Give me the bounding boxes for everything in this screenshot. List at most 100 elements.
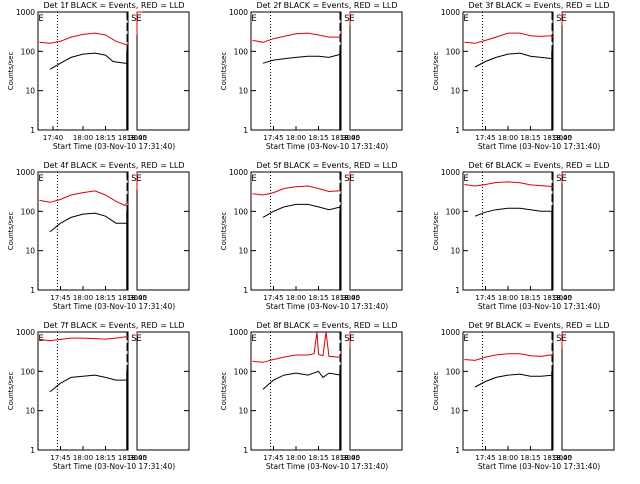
x-tick-label: 18:30 bbox=[543, 294, 563, 302]
plot-frame-left bbox=[250, 331, 342, 451]
x-tick-label: 17:45 bbox=[50, 454, 70, 462]
panel-title: Det 2f BLACK = Events, RED = LLD bbox=[256, 1, 397, 10]
marker-label: E bbox=[251, 334, 256, 344]
x-axis-label: Start Time (03-Nov-10 17:31:40) bbox=[266, 302, 388, 311]
lld-series-line bbox=[252, 331, 341, 363]
y-tick-label: 1 bbox=[243, 286, 248, 295]
x-tick-label: 18:00 bbox=[498, 134, 518, 142]
y-tick-label: 10 bbox=[25, 87, 35, 96]
marker-label: E bbox=[561, 174, 566, 184]
marker-label: E bbox=[463, 334, 468, 344]
y-tick-label: 10 bbox=[238, 407, 248, 416]
x-axis-label: Start Time (03-Nov-10 17:31:40) bbox=[53, 142, 175, 151]
marker-label: E bbox=[349, 174, 354, 184]
y-tick-label: 1000 bbox=[229, 328, 248, 337]
marker-label: E bbox=[349, 14, 354, 24]
y-axis-label: Counts/sec bbox=[7, 212, 15, 251]
marker-label: E bbox=[251, 174, 256, 184]
marker-label: E bbox=[463, 174, 468, 184]
events-series-line bbox=[474, 373, 554, 388]
y-tick-label: 100 bbox=[446, 207, 461, 216]
y-tick-label: 1 bbox=[30, 126, 35, 135]
marker-label: S bbox=[131, 334, 136, 344]
x-tick-label: 17:45 bbox=[263, 454, 283, 462]
x-tick-label: 18:15 bbox=[95, 134, 115, 142]
x-tick-label: 18:30 bbox=[118, 454, 138, 462]
x-tick-label: 17:45 bbox=[263, 134, 283, 142]
marker-label: E bbox=[136, 14, 141, 24]
marker-label: S bbox=[131, 14, 136, 24]
y-tick-label: 1 bbox=[30, 286, 35, 295]
lld-series-line bbox=[39, 32, 128, 45]
y-tick-label: 100 bbox=[446, 47, 461, 56]
lld-series-line bbox=[464, 32, 554, 44]
y-tick-label: 1000 bbox=[441, 168, 460, 177]
y-axis-label: Counts/sec bbox=[220, 212, 228, 251]
marker-label: S bbox=[556, 14, 561, 24]
x-tick-label: 18:30 bbox=[543, 134, 563, 142]
x-tick-label: 18:15 bbox=[520, 454, 540, 462]
y-tick-label: 10 bbox=[450, 407, 460, 416]
marker-label: S bbox=[556, 334, 561, 344]
plot-frame-right bbox=[561, 11, 615, 131]
x-tick-label: 17:45 bbox=[475, 134, 495, 142]
plot-frame-right bbox=[561, 331, 615, 451]
x-tick-label: 18:00 bbox=[73, 294, 93, 302]
panel-title: Det 5f BLACK = Events, RED = LLD bbox=[256, 161, 397, 170]
y-tick-label: 10 bbox=[25, 407, 35, 416]
x-tick-label: 19:00 bbox=[340, 454, 360, 462]
plot-frame-left bbox=[462, 331, 554, 451]
y-tick-label: 1000 bbox=[16, 168, 35, 177]
x-tick-label: 19:00 bbox=[340, 134, 360, 142]
marker-label: E bbox=[38, 174, 43, 184]
x-tick-label: 18:15 bbox=[95, 454, 115, 462]
events-series-line bbox=[262, 53, 342, 64]
marker-label: E bbox=[561, 14, 566, 24]
x-tick-label: 18:15 bbox=[308, 454, 328, 462]
x-tick-label: 18:15 bbox=[95, 294, 115, 302]
x-tick-label: 18:45 bbox=[340, 294, 360, 302]
events-series-line bbox=[262, 370, 342, 390]
x-tick-label: 18:45 bbox=[552, 454, 572, 462]
events-series-line bbox=[49, 212, 128, 233]
x-tick-label: 18:00 bbox=[286, 134, 306, 142]
panel-title: Det 4f BLACK = Events, RED = LLD bbox=[43, 161, 184, 170]
y-tick-label: 1000 bbox=[229, 168, 248, 177]
x-axis-label: Start Time (03-Nov-10 17:31:40) bbox=[478, 462, 600, 471]
marker-label: S bbox=[344, 334, 349, 344]
x-tick-label: 17:45 bbox=[263, 294, 283, 302]
events-series-line bbox=[49, 52, 128, 70]
x-tick-label: 17:45 bbox=[50, 294, 70, 302]
x-tick-label: 18:00 bbox=[73, 134, 93, 142]
x-axis-label: Start Time (03-Nov-10 17:31:40) bbox=[478, 142, 600, 151]
marker-label: S bbox=[344, 14, 349, 24]
panel-title: Det 3f BLACK = Events, RED = LLD bbox=[468, 1, 609, 10]
y-tick-label: 1000 bbox=[229, 8, 248, 17]
marker-label: E bbox=[561, 334, 566, 344]
x-tick-label: 19:00 bbox=[127, 294, 147, 302]
y-axis-label: Counts/sec bbox=[220, 372, 228, 411]
y-tick-label: 1 bbox=[455, 446, 460, 455]
x-tick-label: 18:00 bbox=[286, 294, 306, 302]
y-tick-label: 1 bbox=[30, 446, 35, 455]
y-axis-label: Counts/sec bbox=[7, 372, 15, 411]
y-tick-label: 100 bbox=[21, 47, 36, 56]
x-tick-label: 18:45 bbox=[127, 134, 147, 142]
plot-frame-right bbox=[349, 331, 403, 451]
x-tick-label: 19:00 bbox=[127, 134, 147, 142]
x-tick-label: 19:00 bbox=[127, 454, 147, 462]
panel-title: Det 6f BLACK = Events, RED = LLD bbox=[468, 161, 609, 170]
marker-label: E bbox=[349, 334, 354, 344]
plot-frame-right bbox=[561, 171, 615, 291]
y-tick-label: 100 bbox=[21, 367, 36, 376]
y-tick-label: 100 bbox=[446, 367, 461, 376]
events-series-line bbox=[474, 52, 554, 68]
plot-frame-left bbox=[462, 11, 554, 131]
plot-frame-right bbox=[136, 171, 190, 291]
plot-frame-right bbox=[349, 171, 403, 291]
x-tick-label: 18:30 bbox=[118, 134, 138, 142]
y-axis-label: Counts/sec bbox=[432, 372, 440, 411]
x-axis-label: Start Time (03-Nov-10 17:31:40) bbox=[266, 142, 388, 151]
plot-frame-right bbox=[136, 331, 190, 451]
